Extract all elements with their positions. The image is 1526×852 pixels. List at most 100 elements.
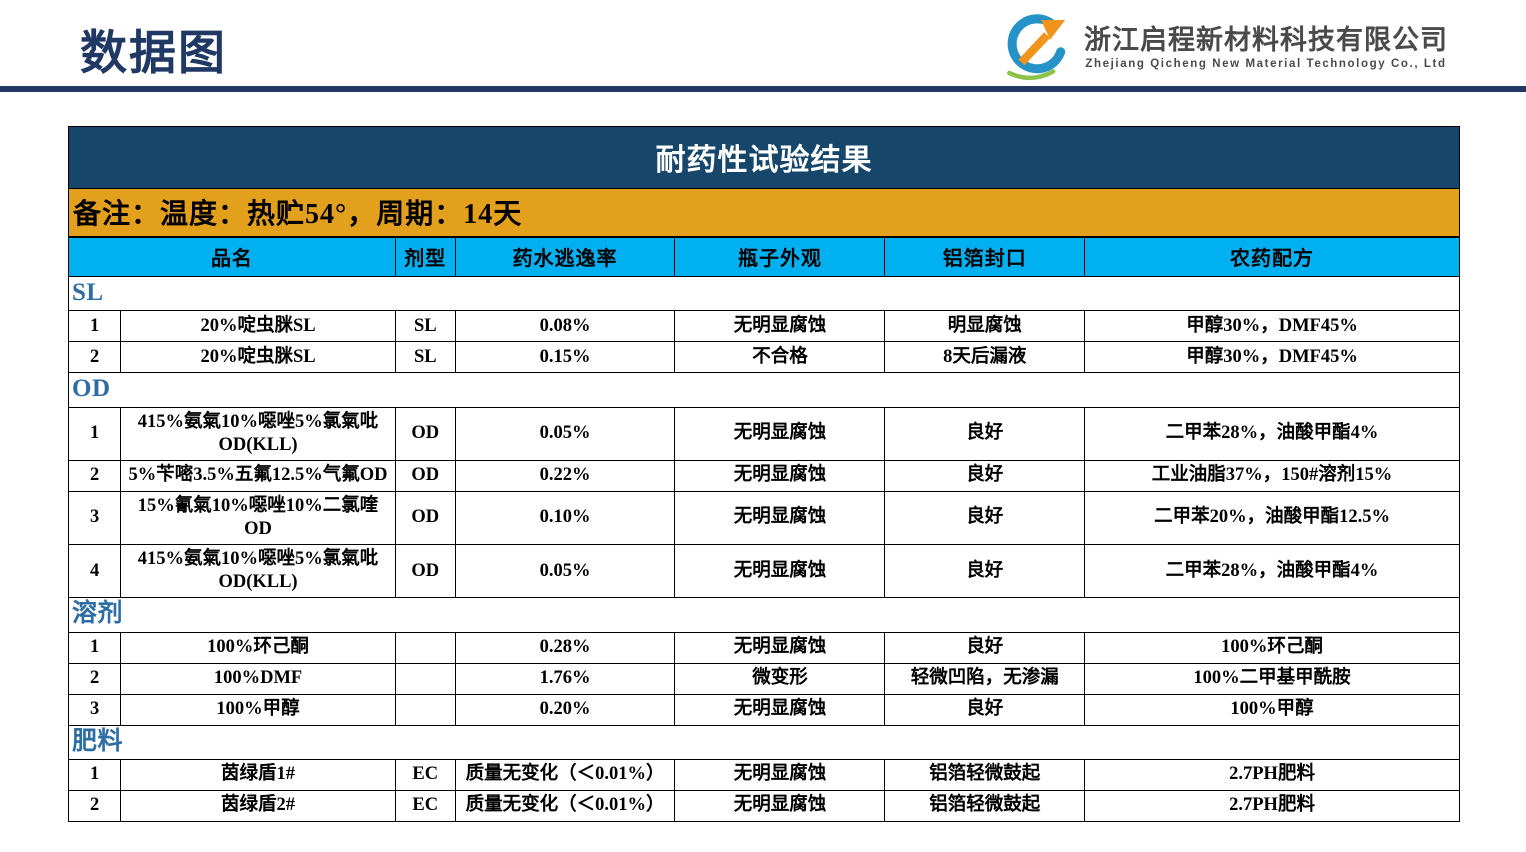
escape-rate-cell: 0.15% (454, 341, 676, 374)
formulation-type-cell: EC (394, 789, 456, 822)
bottle-appearance-cell: 无明显腐蚀 (674, 490, 886, 546)
column-header-3: 瓶子外观 (674, 237, 886, 277)
company-name-en: Zhejiang Qicheng New Material Technology… (1085, 57, 1447, 70)
formulation-type-cell: EC (394, 758, 456, 791)
column-header-2: 药水逃逸率 (454, 237, 676, 277)
results-table: 品名 剂型 药水逃逸率 瓶子外观 铝箔封口 农药配方 SL 1 20%啶虫脒SL SL 0.08%… (67, 237, 1460, 822)
foil-seal-cell: 轻微凹陷，无渗漏 (884, 662, 1086, 695)
pesticide-formula-cell: 二甲苯28%，油酸甲酯4% (1084, 543, 1460, 599)
column-header-4: 铝箔封口 (884, 237, 1086, 277)
pesticide-formula-cell: 甲醇30%，DMF45% (1084, 310, 1460, 343)
product-name-cell: 5%苄嘧3.5%五氟12.5%气氟OD (120, 459, 396, 492)
pesticide-formula-cell: 100%二甲基甲酰胺 (1084, 662, 1460, 695)
product-name-cell: 100%环己酮 (120, 631, 396, 664)
section-row-OD: OD (68, 372, 1460, 408)
section-row-肥料: 肥料 (68, 724, 1460, 760)
column-header-1: 剂型 (394, 237, 456, 277)
product-name-cell: 20%啶虫脒SL (120, 341, 396, 374)
row-number-cell: 3 (67, 693, 122, 726)
page-header: 数据图 浙江启程新材料科技有限公司 Zhejiang Qicheng New M… (0, 0, 1526, 86)
escape-rate-cell: 质量无变化（＜0.01%） (454, 758, 676, 791)
escape-rate-cell: 0.05% (454, 543, 676, 599)
table-row: 2 茵绿盾2# EC 质量无变化（＜0.01%） 无明显腐蚀 铝箔轻微鼓起 2.7PH肥料 (67, 789, 1460, 822)
pesticide-formula-cell: 工业油脂37%，150#溶剂15% (1084, 459, 1460, 492)
formulation-type-cell: OD (394, 406, 456, 461)
foil-seal-cell: 良好 (884, 693, 1086, 726)
foil-seal-cell: 良好 (884, 631, 1086, 664)
page-title: 数据图 (80, 25, 227, 79)
bottle-appearance-cell: 无明显腐蚀 (674, 459, 886, 492)
pesticide-formula-cell: 2.7PH肥料 (1084, 789, 1460, 822)
foil-seal-cell: 8天后漏液 (884, 341, 1086, 374)
escape-rate-cell: 质量无变化（＜0.01%） (454, 789, 676, 822)
table-row: 2 100%DMF 1.76% 微变形 轻微凹陷，无渗漏 100%二甲基甲酰胺 (67, 662, 1460, 695)
section-label: OD (68, 372, 1460, 408)
table-row: 2 5%苄嘧3.5%五氟12.5%气氟OD OD 0.22% 无明显腐蚀 良好 工业油脂37… (67, 459, 1460, 492)
formulation-type-cell (394, 631, 456, 664)
bottle-appearance-cell: 无明显腐蚀 (674, 789, 886, 822)
product-name-cell: 415%氨氣10%噁唑5%氯氣吡OD(KLL) (120, 543, 396, 599)
escape-rate-cell: 0.20% (454, 693, 676, 726)
table-row: 1 100%环己酮 0.28% 无明显腐蚀 良好 100%环己酮 (67, 631, 1460, 664)
escape-rate-cell: 0.28% (454, 631, 676, 664)
table-row: 3 15%氰氣10%噁唑10%二氯喹OD OD 0.10% 无明显腐蚀 良好 二甲苯20%，… (67, 490, 1460, 546)
bottle-appearance-cell: 微变形 (674, 662, 886, 695)
foil-seal-cell: 良好 (884, 406, 1086, 461)
table-row: 2 20%啶虫脒SL SL 0.15% 不合格 8天后漏液 甲醇30%，DMF45% (67, 341, 1460, 374)
table-row: 1 茵绿盾1# EC 质量无变化（＜0.01%） 无明显腐蚀 铝箔轻微鼓起 2.7PH肥料 (67, 758, 1460, 791)
table-row: 1 415%氨氣10%噁唑5%氯氣吡OD(KLL) OD 0.05% 无明显腐蚀 良好 二甲… (67, 406, 1460, 461)
formulation-type-cell: OD (394, 543, 456, 599)
table-row: 1 20%啶虫脒SL SL 0.08% 无明显腐蚀 明显腐蚀 甲醇30%，DMF45% (67, 310, 1460, 343)
section-label: SL (68, 275, 1460, 312)
table-row: 3 100%甲醇 0.20% 无明显腐蚀 良好 100%甲醇 (67, 693, 1460, 726)
pesticide-formula-cell: 100%甲醇 (1084, 693, 1460, 726)
escape-rate-cell: 0.08% (454, 310, 676, 343)
bottle-appearance-cell: 不合格 (674, 341, 886, 374)
bottle-appearance-cell: 无明显腐蚀 (674, 543, 886, 599)
row-number-cell: 3 (67, 490, 122, 546)
product-name-cell: 15%氰氣10%噁唑10%二氯喹OD (120, 490, 396, 546)
column-header-0: 品名 (68, 237, 396, 277)
pesticide-formula-cell: 100%环己酮 (1084, 631, 1460, 664)
row-number-cell: 1 (67, 406, 122, 461)
bottle-appearance-cell: 无明显腐蚀 (674, 406, 886, 461)
formulation-type-cell: SL (394, 310, 456, 343)
logo-q-icon (1007, 14, 1066, 81)
product-name-cell: 20%啶虫脒SL (120, 310, 396, 343)
bottle-appearance-cell: 无明显腐蚀 (674, 310, 886, 343)
bottle-appearance-cell: 无明显腐蚀 (674, 631, 886, 664)
formulation-type-cell: OD (394, 459, 456, 492)
foil-seal-cell: 明显腐蚀 (884, 310, 1086, 343)
product-name-cell: 100%甲醇 (120, 693, 396, 726)
row-number-cell: 2 (67, 459, 122, 492)
company-name-block: 浙江启程新材料科技有限公司 Zhejiang Qicheng New Mater… (1084, 25, 1448, 70)
pesticide-formula-cell: 二甲苯28%，油酸甲酯4% (1084, 406, 1460, 461)
report: 耐药性试验结果 备注：温度：热贮54°，周期：14天 品名 剂型 药水逃逸率 瓶子外观… (67, 126, 1460, 822)
bottle-appearance-cell: 无明显腐蚀 (674, 693, 886, 726)
foil-seal-cell: 良好 (884, 459, 1086, 492)
report-title-banner: 耐药性试验结果 (68, 126, 1460, 188)
row-number-cell: 2 (67, 662, 122, 695)
row-number-cell: 2 (67, 789, 122, 822)
report-note-banner: 备注：温度：热贮54°，周期：14天 (68, 188, 1460, 237)
table-row: 4 415%氨氣10%噁唑5%氯氣吡OD(KLL) OD 0.05% 无明显腐蚀 良好 二甲… (67, 543, 1460, 599)
escape-rate-cell: 0.22% (454, 459, 676, 492)
foil-seal-cell: 铝箔轻微鼓起 (884, 758, 1086, 791)
escape-rate-cell: 0.05% (454, 406, 676, 461)
formulation-type-cell: SL (394, 341, 456, 374)
product-name-cell: 415%氨氣10%噁唑5%氯氣吡OD(KLL) (120, 406, 396, 461)
product-name-cell: 100%DMF (120, 662, 396, 695)
bottle-appearance-cell: 无明显腐蚀 (674, 758, 886, 791)
foil-seal-cell: 良好 (884, 543, 1086, 599)
product-name-cell: 茵绿盾1# (120, 758, 396, 791)
pesticide-formula-cell: 甲醇30%，DMF45% (1084, 341, 1460, 374)
row-number-cell: 4 (67, 543, 122, 599)
row-number-cell: 1 (67, 631, 122, 664)
pesticide-formula-cell: 2.7PH肥料 (1084, 758, 1460, 791)
formulation-type-cell (394, 662, 456, 695)
row-number-cell: 1 (67, 310, 122, 343)
company-name-cn: 浙江启程新材料科技有限公司 (1084, 25, 1448, 56)
company-logo: 浙江启程新材料科技有限公司 Zhejiang Qicheng New Mater… (996, 14, 1448, 82)
table-header-row: 品名 剂型 药水逃逸率 瓶子外观 铝箔封口 农药配方 (68, 237, 1460, 277)
column-header-5: 农药配方 (1084, 237, 1460, 277)
